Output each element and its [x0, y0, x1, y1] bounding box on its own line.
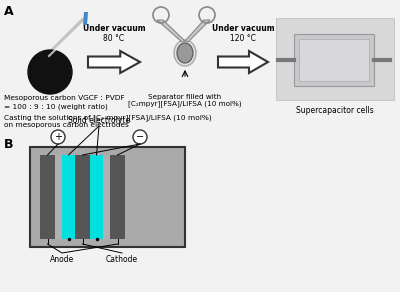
Bar — [40, 155, 55, 239]
Circle shape — [51, 130, 65, 144]
Bar — [110, 155, 125, 239]
Circle shape — [133, 130, 147, 144]
Text: +: + — [54, 132, 62, 142]
Bar — [62, 155, 75, 239]
Ellipse shape — [174, 40, 196, 66]
Text: on mesoporous carbon electrodes: on mesoporous carbon electrodes — [4, 122, 129, 128]
Bar — [90, 155, 103, 239]
Polygon shape — [46, 18, 88, 54]
Bar — [294, 34, 374, 86]
Text: 120 °C: 120 °C — [230, 34, 256, 43]
Polygon shape — [157, 20, 185, 42]
Text: Casting the solutions of [C₂ mpyr][FSA]/LiFSA (10 mol%): Casting the solutions of [C₂ mpyr][FSA]/… — [4, 114, 212, 121]
Text: Under vacuum: Under vacuum — [83, 24, 145, 33]
Bar — [299, 39, 369, 81]
Polygon shape — [88, 51, 140, 73]
Text: = 100 : 9 : 10 (weight ratio): = 100 : 9 : 10 (weight ratio) — [4, 103, 108, 110]
Text: −: − — [136, 132, 144, 142]
Bar — [30, 147, 185, 247]
Circle shape — [28, 50, 72, 94]
Bar — [75, 155, 90, 239]
Text: Solid electrolyte: Solid electrolyte — [68, 116, 130, 125]
Text: Separator filled with: Separator filled with — [148, 94, 222, 100]
Polygon shape — [218, 51, 268, 73]
Text: Cathode: Cathode — [106, 255, 138, 264]
Text: A: A — [4, 5, 14, 18]
Polygon shape — [185, 20, 210, 42]
Text: 80 °C: 80 °C — [104, 34, 124, 43]
Bar — [103, 155, 110, 239]
Bar — [55, 155, 62, 239]
Bar — [276, 18, 394, 100]
Polygon shape — [83, 12, 88, 25]
Text: Supercapacitor cells: Supercapacitor cells — [296, 106, 374, 115]
Text: Anode: Anode — [50, 255, 74, 264]
Text: Mesoporous carbon VGCF : PVDF: Mesoporous carbon VGCF : PVDF — [4, 95, 125, 101]
Ellipse shape — [177, 43, 193, 63]
Text: Under vacuum: Under vacuum — [212, 24, 274, 33]
Text: B: B — [4, 138, 14, 151]
Text: [C₂mpyr][FSA]/LiFSA (10 mol%): [C₂mpyr][FSA]/LiFSA (10 mol%) — [128, 100, 242, 107]
